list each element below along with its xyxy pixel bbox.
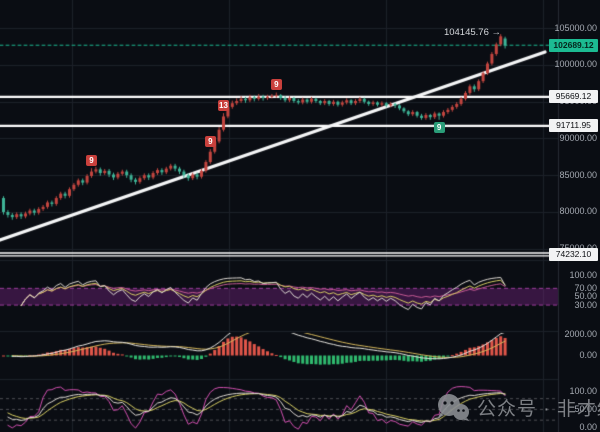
- trading-chart-root: 104145.76 → 102689.12 公众号 · 非才经 105000.0…: [0, 0, 600, 432]
- chart-canvas[interactable]: [0, 0, 600, 432]
